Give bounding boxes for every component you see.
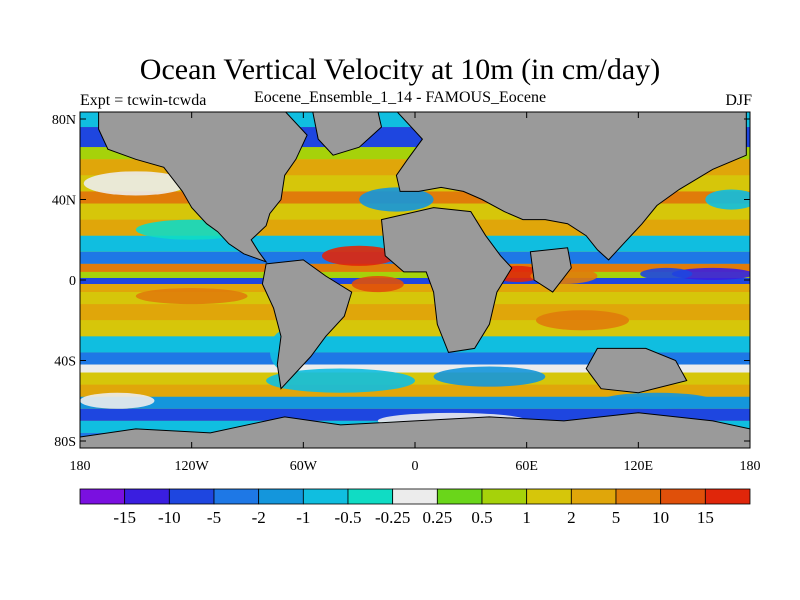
colorbar-swatch: [302, 488, 349, 505]
landmass-australia: [585, 347, 688, 394]
colorbar-swatch: [570, 488, 617, 505]
velocity-band: [80, 364, 750, 373]
season-label: DJF: [725, 92, 752, 109]
colorbar-swatch: [436, 488, 483, 505]
velocity-band: [80, 352, 750, 365]
velocity-band: [80, 271, 750, 278]
velocity-band: [80, 396, 750, 409]
velocity-anomaly: [359, 187, 434, 212]
lon-tick-label: 60W: [290, 459, 318, 474]
velocity-anomaly: [640, 267, 693, 280]
velocity-band: [80, 372, 750, 385]
velocity-band: [80, 284, 750, 293]
velocity-anomaly: [705, 189, 750, 210]
lat-tick-label: 80S: [54, 435, 76, 450]
colorbar-swatch: [704, 488, 751, 505]
colorbar-swatch: [481, 488, 528, 505]
colorbar-swatch: [660, 488, 706, 505]
velocity-anomaly: [671, 267, 750, 280]
velocity-anomaly: [535, 310, 630, 331]
velocity-anomaly: [135, 288, 248, 305]
lat-tick-label: 80N: [52, 113, 76, 128]
colorbar-label: 2: [567, 508, 576, 527]
colorbar-label: -1: [296, 508, 310, 527]
lon-tick-label: 0: [412, 459, 419, 474]
landmass-india: [529, 247, 572, 293]
landmass-eurasia: [395, 112, 747, 261]
colorbar-label: -0.25: [375, 508, 410, 527]
lon-tick-label: 180: [740, 459, 761, 474]
colorbar-swatch: [258, 488, 304, 505]
colorbar-swatch: [124, 488, 170, 505]
landmass-africa: [380, 207, 513, 353]
colorbar-swatch: [168, 488, 215, 505]
colorbar-swatch: [213, 488, 260, 505]
colorbar-label: 15: [697, 508, 714, 527]
velocity-anomaly: [83, 171, 188, 196]
velocity-anomaly: [321, 245, 397, 266]
lat-tick-label: 0: [69, 274, 76, 289]
experiment-label: Expt = tcwin-tcwda: [80, 92, 207, 109]
velocity-band: [80, 384, 750, 397]
colorbar-label: -2: [252, 508, 266, 527]
velocity-field: [80, 112, 750, 448]
velocity-anomaly: [266, 368, 415, 393]
colorbar-label: 10: [652, 508, 669, 527]
colorbar-swatch: [526, 488, 572, 505]
colorbar-swatch: [615, 488, 662, 505]
ensemble-label: Eocene_Ensemble_1_14 - FAMOUS_Eocene: [254, 89, 547, 106]
colorbar-label: 0.25: [422, 508, 452, 527]
lon-tick-label: 120W: [175, 459, 210, 474]
colorbar-swatch: [347, 488, 394, 505]
colorbar-swatch: [392, 488, 438, 505]
colorbar-label: -0.5: [335, 508, 362, 527]
landmass-north-america: [98, 112, 308, 263]
velocity-band: [80, 304, 750, 321]
lat-tick-label: 40S: [54, 355, 76, 370]
velocity-band: [80, 336, 750, 353]
colorbar-label: -15: [113, 508, 136, 527]
map-axis-ticks: 80N 40N 0 40S 80S 180 120W 60W 0 60E 120E 180: [52, 112, 761, 474]
velocity-anomaly: [433, 366, 546, 387]
landmass-greenland: [312, 112, 383, 156]
colorbar-swatch: [79, 488, 126, 505]
colorbar-label: 5: [612, 508, 621, 527]
chart-title: Ocean Vertical Velocity at 10m (in cm/da…: [139, 53, 661, 86]
colorbar-label: -10: [158, 508, 181, 527]
landmass-south-america: [261, 259, 353, 390]
lat-tick-label: 40N: [52, 194, 76, 209]
colorbar-label: -5: [207, 508, 221, 527]
colorbar-label: 0.5: [471, 508, 492, 527]
colorbar: -15 -10 -5 -2 -1 -0.5 -0.25 0.25 0.5 1 2 5 10 15: [79, 488, 751, 527]
landmass-antarctica: [80, 412, 750, 448]
lon-tick-label: 120E: [624, 459, 654, 474]
velocity-band: [80, 320, 750, 337]
velocity-anomaly: [601, 392, 713, 409]
land-masses: [80, 112, 750, 448]
lon-tick-label: 60E: [515, 459, 538, 474]
velocity-band: [80, 292, 750, 305]
lon-tick-label: 180: [70, 459, 91, 474]
colorbar-label: 1: [522, 508, 531, 527]
velocity-anomaly: [351, 275, 404, 293]
velocity-band: [80, 277, 750, 285]
velocity-anomaly: [80, 392, 155, 409]
